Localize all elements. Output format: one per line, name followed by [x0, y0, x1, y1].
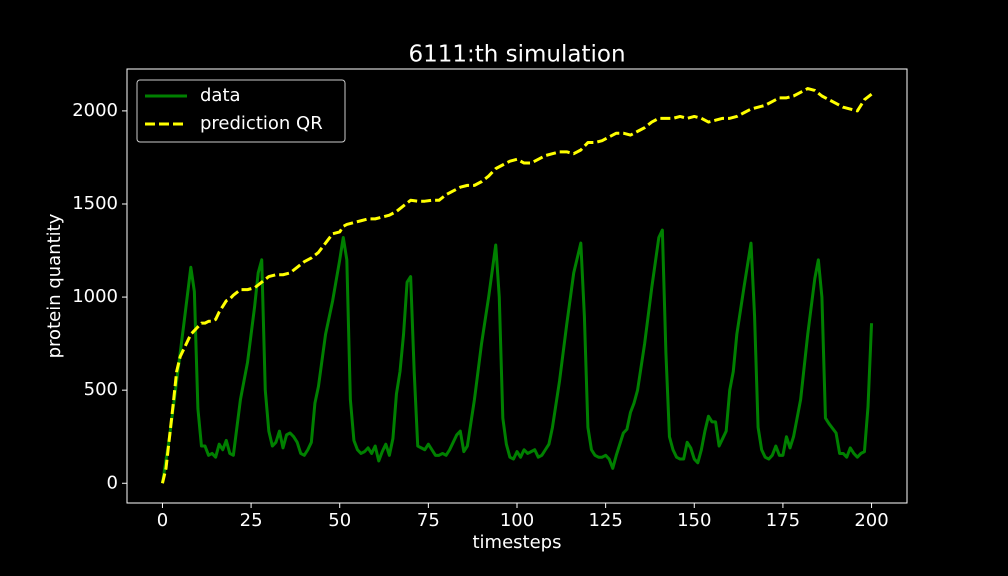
x-tick-label: 75: [417, 510, 440, 531]
y-tick-label: 500: [84, 379, 118, 400]
plot-frame: [126, 68, 908, 504]
x-tick-label: 175: [766, 510, 800, 531]
legend-box: [136, 79, 346, 143]
y-tick-label: 2000: [72, 100, 118, 121]
data-line: [160, 87, 873, 484]
y-tick-label: 1500: [72, 193, 118, 214]
x-tick-label: 150: [677, 510, 711, 531]
y-tick-label: 1000: [72, 286, 118, 307]
x-tick-label: 0: [157, 510, 168, 531]
y-axis-label: protein quantity: [44, 213, 65, 358]
legend-label: prediction QR: [200, 113, 323, 134]
y-tick-label: 0: [107, 472, 118, 493]
x-tick-label: 50: [328, 510, 351, 531]
x-tick-label: 125: [588, 510, 622, 531]
x-tick-label: 100: [500, 510, 534, 531]
x-tick-label: 200: [854, 510, 888, 531]
data-line: [160, 228, 874, 484]
x-tick-label: 25: [240, 510, 263, 531]
x-axis-label: timesteps: [473, 532, 562, 553]
legend-label: data: [200, 85, 241, 106]
chart-title: 6111:th simulation: [408, 42, 625, 68]
